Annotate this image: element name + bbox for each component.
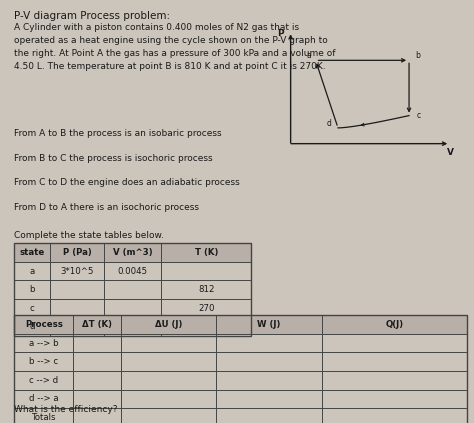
Text: c --> d: c --> d xyxy=(29,376,58,385)
Bar xyxy=(14,315,467,423)
Text: P (Pa): P (Pa) xyxy=(63,248,91,257)
Text: 270: 270 xyxy=(198,304,214,313)
Text: b --> c: b --> c xyxy=(29,357,58,366)
Text: Process: Process xyxy=(25,320,63,329)
Text: a: a xyxy=(29,266,35,276)
Text: From A to B the process is an isobaric process: From A to B the process is an isobaric p… xyxy=(14,129,222,138)
Text: P-V diagram Process problem:: P-V diagram Process problem: xyxy=(14,11,170,21)
Text: A Cylinder with a piston contains 0.400 moles of N2 gas that is
operated as a he: A Cylinder with a piston contains 0.400 … xyxy=(14,23,336,71)
Text: T (K): T (K) xyxy=(194,248,218,257)
Text: 812: 812 xyxy=(198,285,214,294)
Bar xyxy=(14,315,467,334)
Text: Totals: Totals xyxy=(32,413,56,422)
Text: d --> a: d --> a xyxy=(29,394,59,404)
Text: W (J): W (J) xyxy=(257,320,281,329)
Text: From D to A there is an isochoric process: From D to A there is an isochoric proces… xyxy=(14,203,199,212)
Text: V: V xyxy=(447,148,454,157)
Text: state: state xyxy=(19,248,45,257)
Text: d: d xyxy=(327,119,332,128)
Text: b: b xyxy=(29,285,35,294)
Text: b: b xyxy=(415,51,420,60)
Text: ΔU (J): ΔU (J) xyxy=(155,320,182,329)
Text: P: P xyxy=(277,29,284,38)
Text: From C to D the engine does an adiabatic process: From C to D the engine does an adiabatic… xyxy=(14,178,240,187)
Text: Complete the state tables below.: Complete the state tables below. xyxy=(14,231,164,239)
Text: 3*10^5: 3*10^5 xyxy=(60,266,94,276)
Text: 0.0045: 0.0045 xyxy=(118,266,148,276)
Text: Q(J): Q(J) xyxy=(385,320,404,329)
Text: From B to C the process is isochoric process: From B to C the process is isochoric pro… xyxy=(14,154,213,162)
Text: c: c xyxy=(29,304,35,313)
Text: d: d xyxy=(29,322,35,332)
Bar xyxy=(14,243,251,336)
Text: What is the efficiency?: What is the efficiency? xyxy=(14,405,118,414)
Text: ΔT (K): ΔT (K) xyxy=(82,320,112,329)
Bar xyxy=(14,243,251,262)
Text: V (m^3): V (m^3) xyxy=(113,248,153,257)
Text: a --> b: a --> b xyxy=(29,338,59,348)
Text: a: a xyxy=(307,51,312,60)
Text: c: c xyxy=(417,111,421,120)
